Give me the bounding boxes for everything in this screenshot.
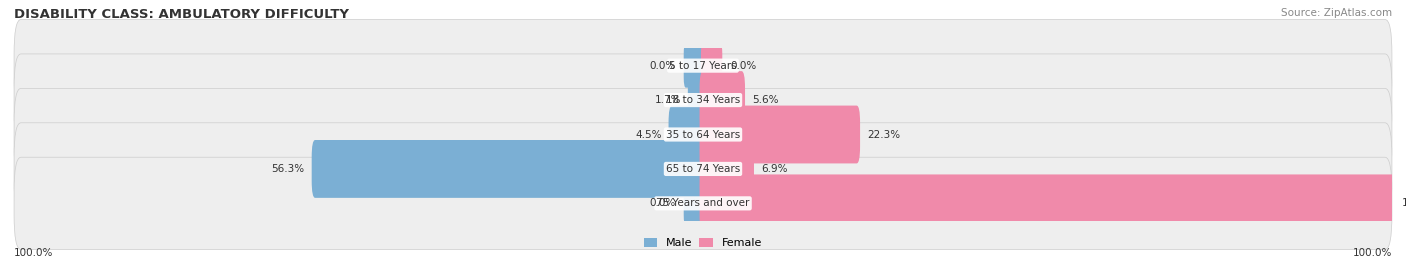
FancyBboxPatch shape <box>14 157 1392 250</box>
FancyBboxPatch shape <box>14 19 1392 112</box>
FancyBboxPatch shape <box>669 105 706 164</box>
Text: 18 to 34 Years: 18 to 34 Years <box>666 95 740 105</box>
Text: 0.0%: 0.0% <box>731 61 756 71</box>
FancyBboxPatch shape <box>688 71 706 129</box>
FancyBboxPatch shape <box>700 105 860 164</box>
Text: 6.9%: 6.9% <box>761 164 787 174</box>
FancyBboxPatch shape <box>14 123 1392 215</box>
FancyBboxPatch shape <box>14 88 1392 181</box>
Text: 100.0%: 100.0% <box>1353 248 1392 258</box>
FancyBboxPatch shape <box>700 140 754 198</box>
FancyBboxPatch shape <box>700 71 745 129</box>
FancyBboxPatch shape <box>702 44 723 88</box>
Text: Source: ZipAtlas.com: Source: ZipAtlas.com <box>1281 8 1392 18</box>
Text: 1.7%: 1.7% <box>654 95 681 105</box>
Text: DISABILITY CLASS: AMBULATORY DIFFICULTY: DISABILITY CLASS: AMBULATORY DIFFICULTY <box>14 8 349 21</box>
Text: 75 Years and over: 75 Years and over <box>657 198 749 208</box>
Text: 0.0%: 0.0% <box>650 61 675 71</box>
FancyBboxPatch shape <box>14 54 1392 146</box>
Text: 100.0%: 100.0% <box>14 248 53 258</box>
FancyBboxPatch shape <box>312 140 706 198</box>
Text: 56.3%: 56.3% <box>271 164 305 174</box>
Legend: Male, Female: Male, Female <box>640 233 766 253</box>
Text: 5 to 17 Years: 5 to 17 Years <box>669 61 737 71</box>
Text: 35 to 64 Years: 35 to 64 Years <box>666 129 740 140</box>
Text: 5.6%: 5.6% <box>752 95 779 105</box>
Text: 0.0%: 0.0% <box>650 198 675 208</box>
FancyBboxPatch shape <box>683 181 704 225</box>
Text: 22.3%: 22.3% <box>868 129 900 140</box>
Text: 65 to 74 Years: 65 to 74 Years <box>666 164 740 174</box>
Text: 4.5%: 4.5% <box>636 129 662 140</box>
FancyBboxPatch shape <box>683 44 704 88</box>
FancyBboxPatch shape <box>700 174 1395 232</box>
Text: 100.0%: 100.0% <box>1402 198 1406 208</box>
